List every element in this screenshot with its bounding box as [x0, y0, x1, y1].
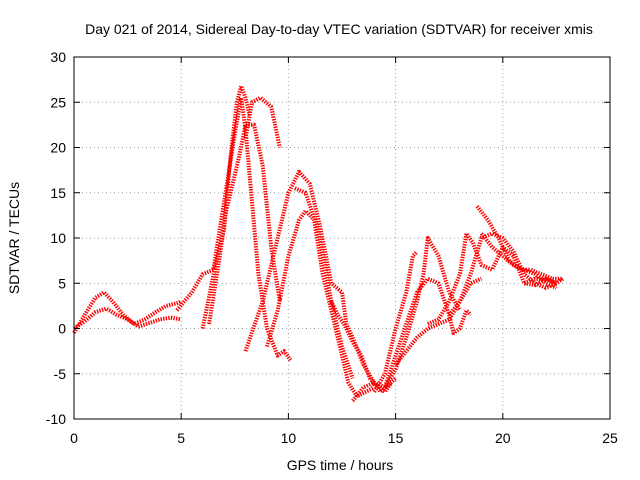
y-axis-label: SDTVAR / TECUs	[6, 182, 22, 294]
y-tick-label: 0	[58, 321, 66, 337]
x-tick-label: 20	[495, 430, 511, 446]
series-track-9	[294, 186, 355, 379]
chart-title: Day 021 of 2014, Sidereal Day-to-day VTE…	[85, 21, 593, 37]
series-track-1	[72, 290, 182, 335]
data-series-layer	[72, 84, 564, 403]
x-tick-label: 25	[602, 430, 618, 446]
axis-ticks: 0 5 10 15 20 25 -10 -5 0 5 10 15 20 25 30	[46, 49, 618, 446]
grid-lines	[74, 57, 610, 419]
series-track-3	[175, 95, 293, 362]
series-track-11	[351, 276, 473, 403]
series-track-17	[475, 205, 563, 281]
y-tick-label: 30	[50, 49, 66, 65]
y-tick-label: -10	[46, 411, 66, 427]
x-tick-label: 10	[281, 430, 297, 446]
series-track-18	[523, 276, 564, 288]
series-track-7	[243, 169, 393, 394]
y-tick-label: 10	[50, 230, 66, 246]
y-tick-label: 15	[50, 185, 66, 201]
series-track-2	[72, 306, 182, 331]
series-track-8	[265, 208, 376, 399]
x-tick-label: 15	[388, 430, 404, 446]
x-tick-label: 5	[177, 430, 185, 446]
x-axis-label: GPS time / hours	[287, 457, 394, 473]
series-track-4	[200, 84, 252, 329]
y-tick-label: 25	[50, 94, 66, 110]
y-tick-label: -5	[54, 366, 67, 382]
series-track-12	[372, 250, 419, 393]
series-track-15	[427, 231, 558, 326]
y-tick-label: 20	[50, 140, 66, 156]
series-track-5	[207, 122, 282, 325]
series-track-10	[329, 300, 397, 394]
y-tick-label: 5	[58, 275, 66, 291]
series-track-6	[243, 95, 282, 148]
x-tick-label: 0	[70, 430, 78, 446]
series-track-14	[394, 276, 483, 366]
plot-frame	[73, 56, 611, 420]
series-track-13	[383, 236, 462, 389]
